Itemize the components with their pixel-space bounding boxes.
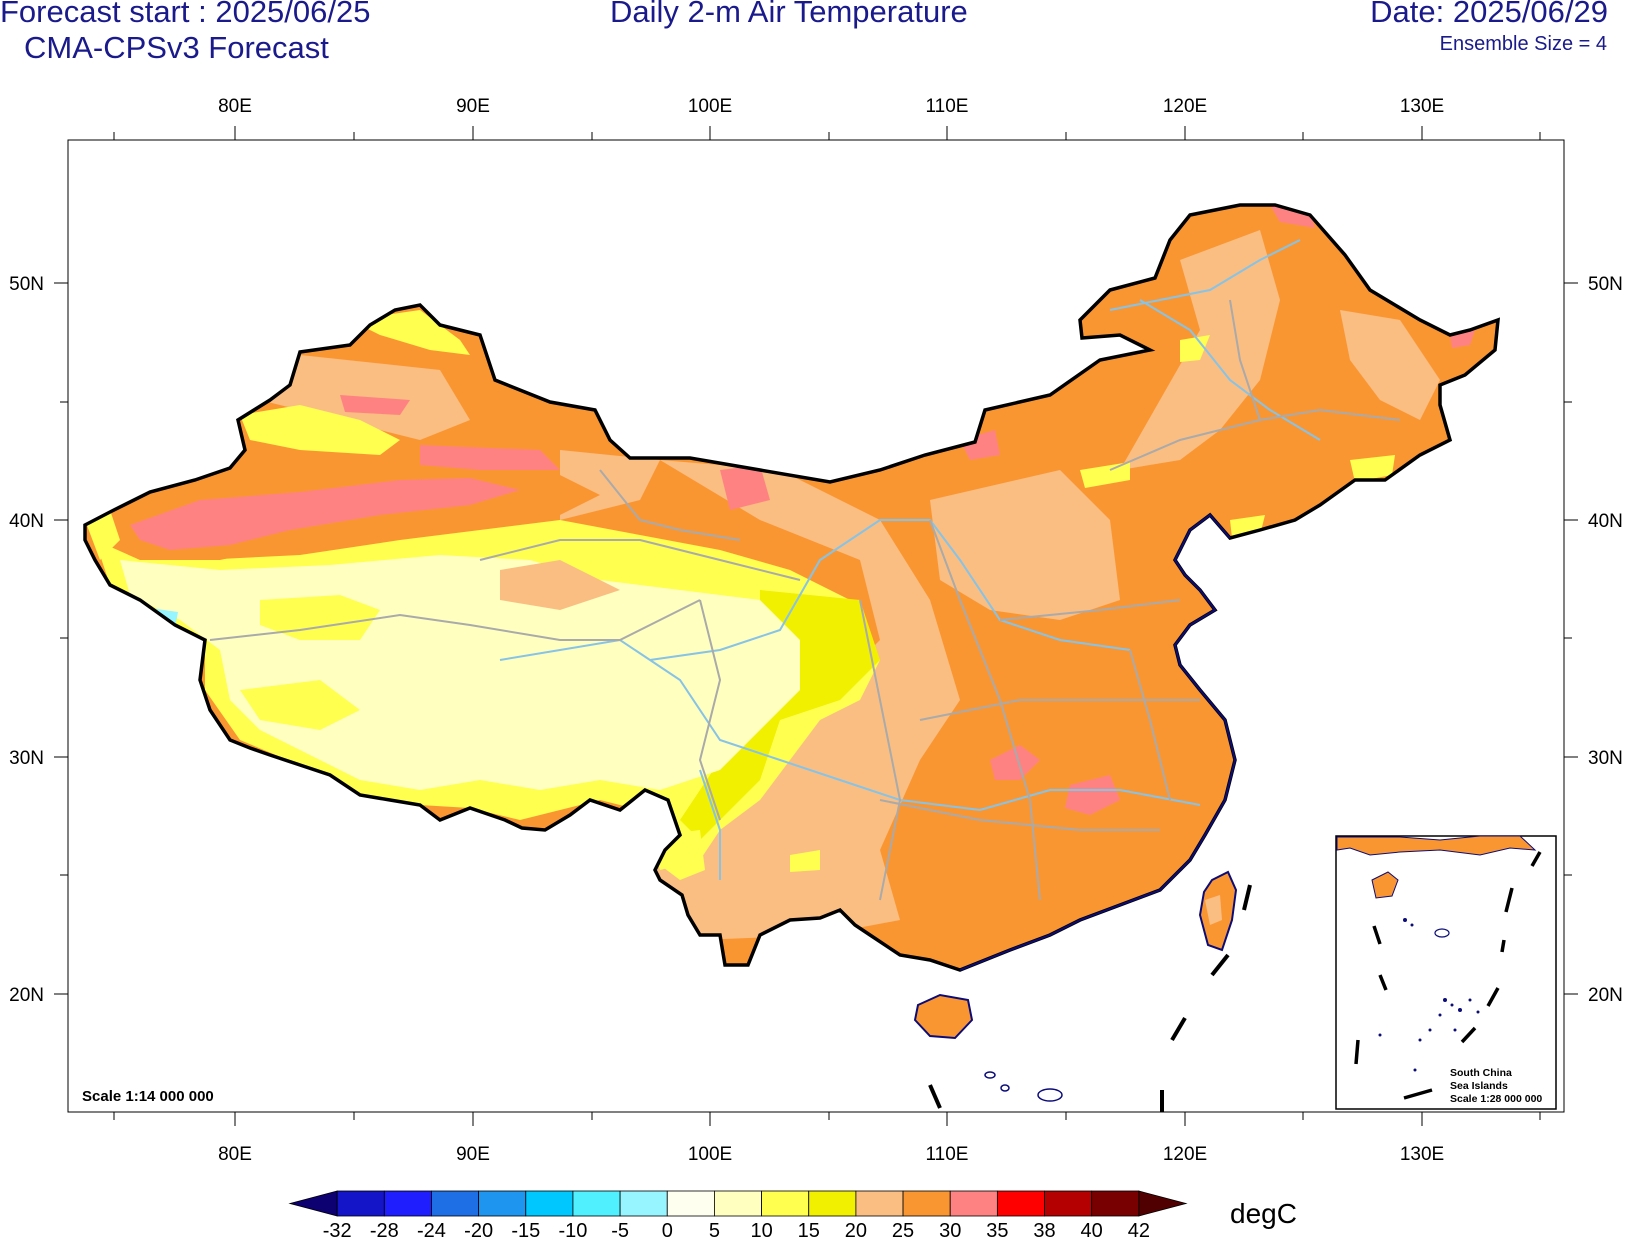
colorbar-swatch: [288, 1190, 338, 1217]
coastline: [959, 513, 1237, 971]
frame-ticks: [54, 126, 1578, 1126]
lat-label-left: 50N: [9, 274, 44, 295]
reef-islets: [984, 1071, 1063, 1102]
south-china-sea-inset: South China Sea Islands Scale 1:28 000 0…: [1335, 835, 1557, 1110]
lon-label-bottom: 120E: [1163, 1144, 1207, 1165]
inset-scale: Scale 1:28 000 000: [1450, 1093, 1542, 1105]
colorbar-swatch: [1044, 1190, 1093, 1217]
colorbar-level-label: -28: [370, 1220, 399, 1241]
colorbar-swatch: [572, 1190, 621, 1217]
lat-label-left: 20N: [9, 985, 44, 1006]
colorbar-level-label: 0: [662, 1220, 673, 1241]
colorbar-level-label: 5: [709, 1220, 720, 1241]
colorbar-swatch: [478, 1190, 527, 1217]
lat-label-right: 20N: [1588, 985, 1623, 1006]
lon-label-bottom: 130E: [1400, 1144, 1444, 1165]
rivers: [499, 239, 1321, 880]
colorbar-swatch: [808, 1190, 857, 1217]
colorbar-level-label: -15: [511, 1220, 540, 1241]
inset-title-line2: Sea Islands: [1450, 1080, 1508, 1092]
model-name: CMA-CPSv3 Forecast: [24, 30, 329, 65]
inset-title-line1: South China: [1450, 1067, 1512, 1079]
colorbar-level-label: 10: [750, 1220, 772, 1241]
colorbar-swatch: [714, 1190, 762, 1217]
hainan-island: [913, 993, 974, 1040]
lon-label-top: 130E: [1400, 96, 1444, 117]
lon-label-bottom: 110E: [926, 1144, 969, 1165]
colorbar: -32 -28 -24 -20 -15 -10 -5 0 5 10 15 20 25 30 35 38 40 42: [288, 1190, 1188, 1241]
colorbar-level-label: -5: [611, 1220, 629, 1241]
colorbar-swatch: [996, 1190, 1045, 1217]
lat-label-left: 40N: [9, 511, 44, 532]
colorbar-swatch: [761, 1190, 810, 1217]
colorbar-swatch: [855, 1190, 904, 1217]
map-title: Daily 2-m Air Temperature: [610, 0, 968, 29]
lat-label-right: 50N: [1588, 274, 1623, 295]
colorbar-swatch: [1138, 1190, 1188, 1217]
colorbar-swatch: [336, 1190, 385, 1217]
valid-date: Date: 2025/06/29: [1370, 0, 1608, 29]
lon-label-top: 90E: [456, 96, 490, 117]
colorbar-level-label: -20: [464, 1220, 493, 1241]
lon-label-top: 110E: [926, 96, 969, 117]
lon-label-top: 100E: [688, 96, 732, 117]
colorbar-level-label: -32: [323, 1220, 352, 1241]
lat-label-left: 30N: [9, 748, 44, 769]
lat-label-right: 40N: [1588, 511, 1623, 532]
colorbar-unit: degC: [1230, 1198, 1297, 1229]
ensemble-size: Ensemble Size = 4: [1439, 33, 1607, 55]
colorbar-swatch: [1091, 1190, 1140, 1217]
colorbar-level-label: 38: [1033, 1220, 1055, 1241]
lon-label-top: 80E: [218, 96, 252, 117]
colorbar-level-label: -24: [417, 1220, 446, 1241]
colorbar-level-label: 35: [986, 1220, 1008, 1241]
colorbar-swatch: [619, 1190, 668, 1217]
lon-label-bottom: 80E: [218, 1144, 252, 1165]
colorbar-level-label: -10: [558, 1220, 587, 1241]
colorbar-level-label: 20: [845, 1220, 867, 1241]
lon-label-top: 120E: [1163, 96, 1207, 117]
colorbar-level-label: 30: [939, 1220, 961, 1241]
colorbar-swatch: [666, 1190, 715, 1217]
lon-label-bottom: 100E: [688, 1144, 732, 1165]
maritime-boundary: [928, 884, 1252, 1112]
lon-label-bottom: 90E: [456, 1144, 490, 1165]
map-scale: Scale 1:14 000 000: [82, 1088, 214, 1105]
colorbar-swatch: [383, 1190, 432, 1217]
colorbar-swatch: [431, 1190, 480, 1217]
lat-label-right: 30N: [1588, 748, 1623, 769]
colorbar-level-label: 15: [798, 1220, 820, 1241]
forecast-start: Forecast start : 2025/06/25: [0, 0, 371, 29]
colorbar-swatch: [902, 1190, 951, 1217]
colorbar-level-label: 40: [1081, 1220, 1103, 1241]
colorbar-level-label: 42: [1128, 1220, 1150, 1241]
province-borders: [209, 299, 1401, 901]
colorbar-swatch: [525, 1190, 574, 1217]
colorbar-level-label: 25: [892, 1220, 914, 1241]
colorbar-swatch: [949, 1190, 998, 1217]
